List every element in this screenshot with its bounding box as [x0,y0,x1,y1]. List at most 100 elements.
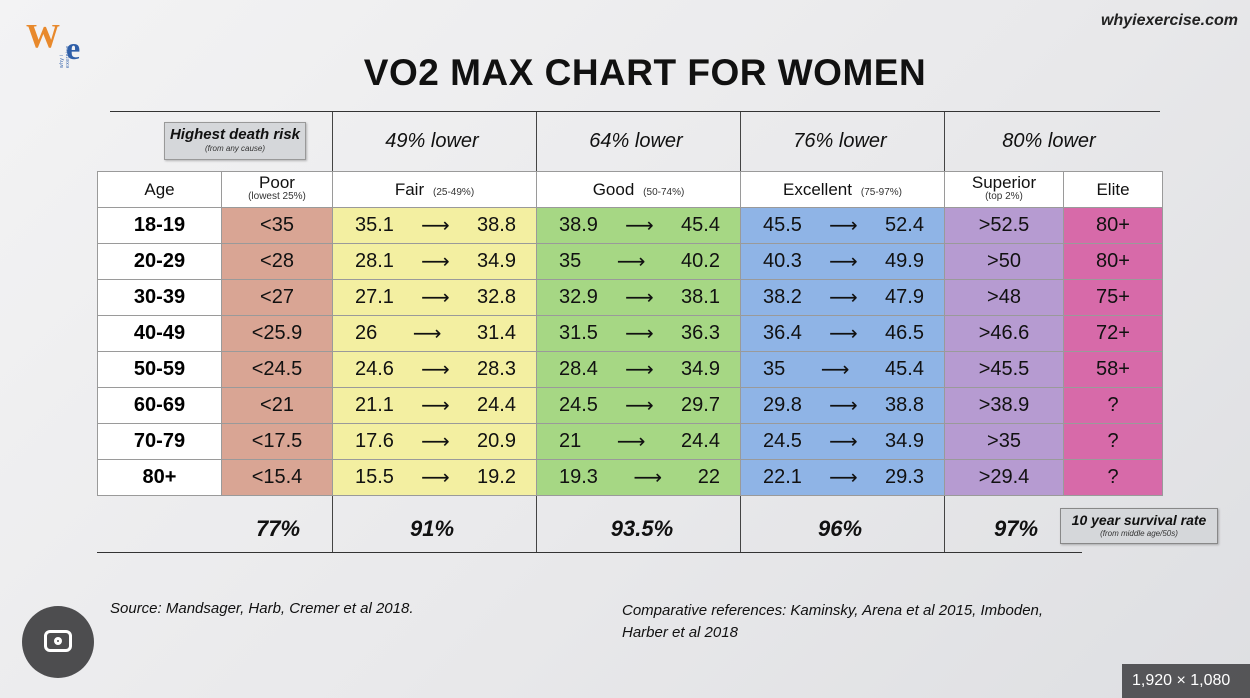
age-cell: 18-19 [97,207,222,244]
arrow-icon: ⟶ [829,287,858,309]
bottom-divider [97,552,1082,553]
excellent-cell-low: 29.8 [763,394,802,416]
fair-cell: 21.1 ⟶ 24.4 [332,387,537,424]
elite-cell: ? [1063,459,1163,496]
header-age: Age [97,171,222,208]
superior-cell: >38.9 [944,387,1064,424]
arrow-icon: ⟶ [421,467,450,489]
age-cell: 30-39 [97,279,222,316]
superior-cell: >46.6 [944,315,1064,352]
fair-cell-range: 17.6 ⟶ 20.9 [333,429,536,454]
vo2-table: Age Poor (lowest 25%) Fair (25-49%) Good … [97,171,1163,496]
excellent-cell-range: 29.8 ⟶ 38.8 [741,393,944,418]
good-cell-range: 35 ⟶ 40.2 [537,249,740,274]
superior-cell: >52.5 [944,207,1064,244]
superior-cell: >50 [944,243,1064,280]
elite-cell: 72+ [1063,315,1163,352]
source-citation: Source: Mandsager, Harb, Cremer et al 20… [110,600,414,617]
site-url: whyiexercise.com [1101,12,1238,29]
fair-cell: 17.6 ⟶ 20.9 [332,423,537,460]
poor-cell: <25.9 [221,315,333,352]
fair-cell-range: 15.5 ⟶ 19.2 [333,465,536,490]
good-cell-range: 21 ⟶ 24.4 [537,429,740,454]
excellent-cell: 40.3 ⟶ 49.9 [740,243,945,280]
arrow-icon: ⟶ [829,251,858,273]
good-cell-low: 19.3 [559,466,598,488]
fair-cell: 35.1 ⟶ 38.8 [332,207,537,244]
fair-cell-low: 21.1 [355,394,394,416]
table-row: 80+ <15.4 15.5 ⟶ 19.2 19.3 ⟶ 22 22.1 ⟶ 29.3 >29.4? [97,459,1163,496]
arrow-icon: ⟶ [421,395,450,417]
survival-rate-good: 93.5% [610,516,674,541]
superior-cell: >29.4 [944,459,1064,496]
arrow-icon: ⟶ [421,287,450,309]
good-cell-high: 40.2 [681,250,720,272]
good-cell-high: 24.4 [681,430,720,452]
fair-cell-high: 28.3 [477,358,516,380]
good-cell-high: 22 [697,466,720,488]
fair-cell-high: 32.8 [477,286,516,308]
header-poor: Poor (lowest 25%) [221,171,333,208]
elite-cell: 75+ [1063,279,1163,316]
visual-search-button[interactable] [22,606,94,678]
good-cell-low: 21 [559,430,582,452]
age-cell: 70-79 [97,423,222,460]
arrow-icon: ⟶ [421,251,450,273]
good-cell: 28.4 ⟶ 34.9 [536,351,741,388]
fair-cell-range: 21.1 ⟶ 24.4 [333,393,536,418]
good-cell: 21 ⟶ 24.4 [536,423,741,460]
excellent-cell: 36.4 ⟶ 46.5 [740,315,945,352]
good-cell-low: 38.9 [559,214,598,236]
header-row: Age Poor (lowest 25%) Fair (25-49%) Good … [97,171,1163,208]
fair-cell-low: 26 [355,322,378,344]
comparative-references: Comparative references: Kaminsky, Arena … [622,602,1044,641]
risk-label-superior: 80% lower [1002,130,1096,152]
arrow-icon: ⟶ [820,359,850,381]
excellent-cell-high: 29.3 [885,466,924,488]
elite-cell: ? [1063,387,1163,424]
age-cell: 80+ [97,459,222,496]
excellent-cell-low: 40.3 [763,250,802,272]
excellent-cell-high: 52.4 [885,214,924,236]
fair-cell: 26 ⟶ 31.4 [332,315,537,352]
excellent-cell-high: 49.9 [885,250,924,272]
excellent-cell-low: 38.2 [763,286,802,308]
good-cell-range: 32.9 ⟶ 38.1 [537,285,740,310]
good-cell-range: 28.4 ⟶ 34.9 [537,357,740,382]
fair-cell-range: 35.1 ⟶ 38.8 [333,213,536,238]
fair-cell-low: 28.1 [355,250,394,272]
fair-cell: 24.6 ⟶ 28.3 [332,351,537,388]
poor-cell: <17.5 [221,423,333,460]
risk-label-fair: 49% lower [385,130,479,152]
arrow-icon: ⟶ [625,215,654,237]
fair-cell-range: 26 ⟶ 31.4 [333,321,536,346]
age-cell: 50-59 [97,351,222,388]
survival-rate-poor: 77% [255,516,301,541]
excellent-cell-low: 45.5 [763,214,802,236]
risk-box-subtitle: (from any cause) [204,144,266,153]
excellent-cell-range: 36.4 ⟶ 46.5 [741,321,944,346]
fair-cell-low: 35.1 [355,214,394,236]
excellent-cell-range: 24.5 ⟶ 34.9 [741,429,944,454]
arrow-icon: ⟶ [625,287,654,309]
survival-rate-box: 10 year survival rate (from middle age/5… [1060,508,1218,544]
good-cell: 19.3 ⟶ 22 [536,459,741,496]
good-cell-range: 31.5 ⟶ 36.3 [537,321,740,346]
good-cell-range: 38.9 ⟶ 45.4 [537,213,740,238]
arrow-icon: ⟶ [829,215,858,237]
arrow-icon: ⟶ [829,467,858,489]
age-cell: 40-49 [97,315,222,352]
arrow-icon: ⟶ [625,395,654,417]
good-cell-range: 19.3 ⟶ 22 [537,465,740,490]
excellent-cell-low: 24.5 [763,430,802,452]
fair-cell-high: 19.2 [477,466,516,488]
header-elite: Elite [1063,171,1163,208]
fair-cell: 27.1 ⟶ 32.8 [332,279,537,316]
excellent-cell-range: 38.2 ⟶ 47.9 [741,285,944,310]
poor-cell: <21 [221,387,333,424]
excellent-cell-high: 45.4 [885,358,924,380]
good-cell-high: 34.9 [681,358,720,380]
fair-cell: 15.5 ⟶ 19.2 [332,459,537,496]
logo-letter-w: W [26,18,60,55]
